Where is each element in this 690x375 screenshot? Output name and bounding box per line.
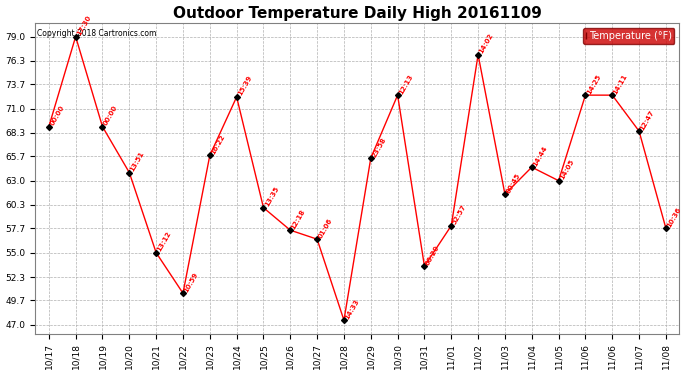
Text: 12:47: 12:47 bbox=[639, 109, 656, 131]
Text: 14:44: 14:44 bbox=[532, 145, 549, 167]
Text: 13:35: 13:35 bbox=[264, 186, 279, 208]
Text: 52:57: 52:57 bbox=[451, 204, 467, 226]
Text: 14:02: 14:02 bbox=[478, 32, 495, 55]
Text: 01:06: 01:06 bbox=[317, 217, 333, 239]
Text: 10:36: 10:36 bbox=[666, 206, 682, 228]
Text: 14:05: 14:05 bbox=[559, 158, 575, 181]
Text: 10:59: 10:59 bbox=[183, 271, 199, 293]
Text: 13:51: 13:51 bbox=[129, 150, 146, 172]
Text: 14:33: 14:33 bbox=[344, 298, 360, 320]
Text: 16:22: 16:22 bbox=[210, 134, 226, 156]
Text: 14:11: 14:11 bbox=[612, 73, 629, 95]
Text: 12:18: 12:18 bbox=[290, 208, 306, 230]
Text: 17:30: 17:30 bbox=[76, 14, 92, 37]
Text: 00:45: 00:45 bbox=[505, 172, 521, 194]
Text: 15:39: 15:39 bbox=[237, 75, 253, 97]
Title: Outdoor Temperature Daily High 20161109: Outdoor Temperature Daily High 20161109 bbox=[173, 6, 542, 21]
Text: 14:25: 14:25 bbox=[585, 73, 602, 95]
Text: 00:20: 00:20 bbox=[424, 244, 441, 266]
Legend: Temperature (°F): Temperature (°F) bbox=[583, 28, 674, 44]
Text: 23:58: 23:58 bbox=[371, 136, 387, 158]
Text: 00:00: 00:00 bbox=[103, 104, 119, 127]
Text: 00:00: 00:00 bbox=[49, 104, 65, 127]
Text: 12:13: 12:13 bbox=[397, 73, 414, 95]
Text: Copyright 2018 Cartronics.com: Copyright 2018 Cartronics.com bbox=[37, 29, 156, 38]
Text: 13:12: 13:12 bbox=[156, 231, 172, 253]
